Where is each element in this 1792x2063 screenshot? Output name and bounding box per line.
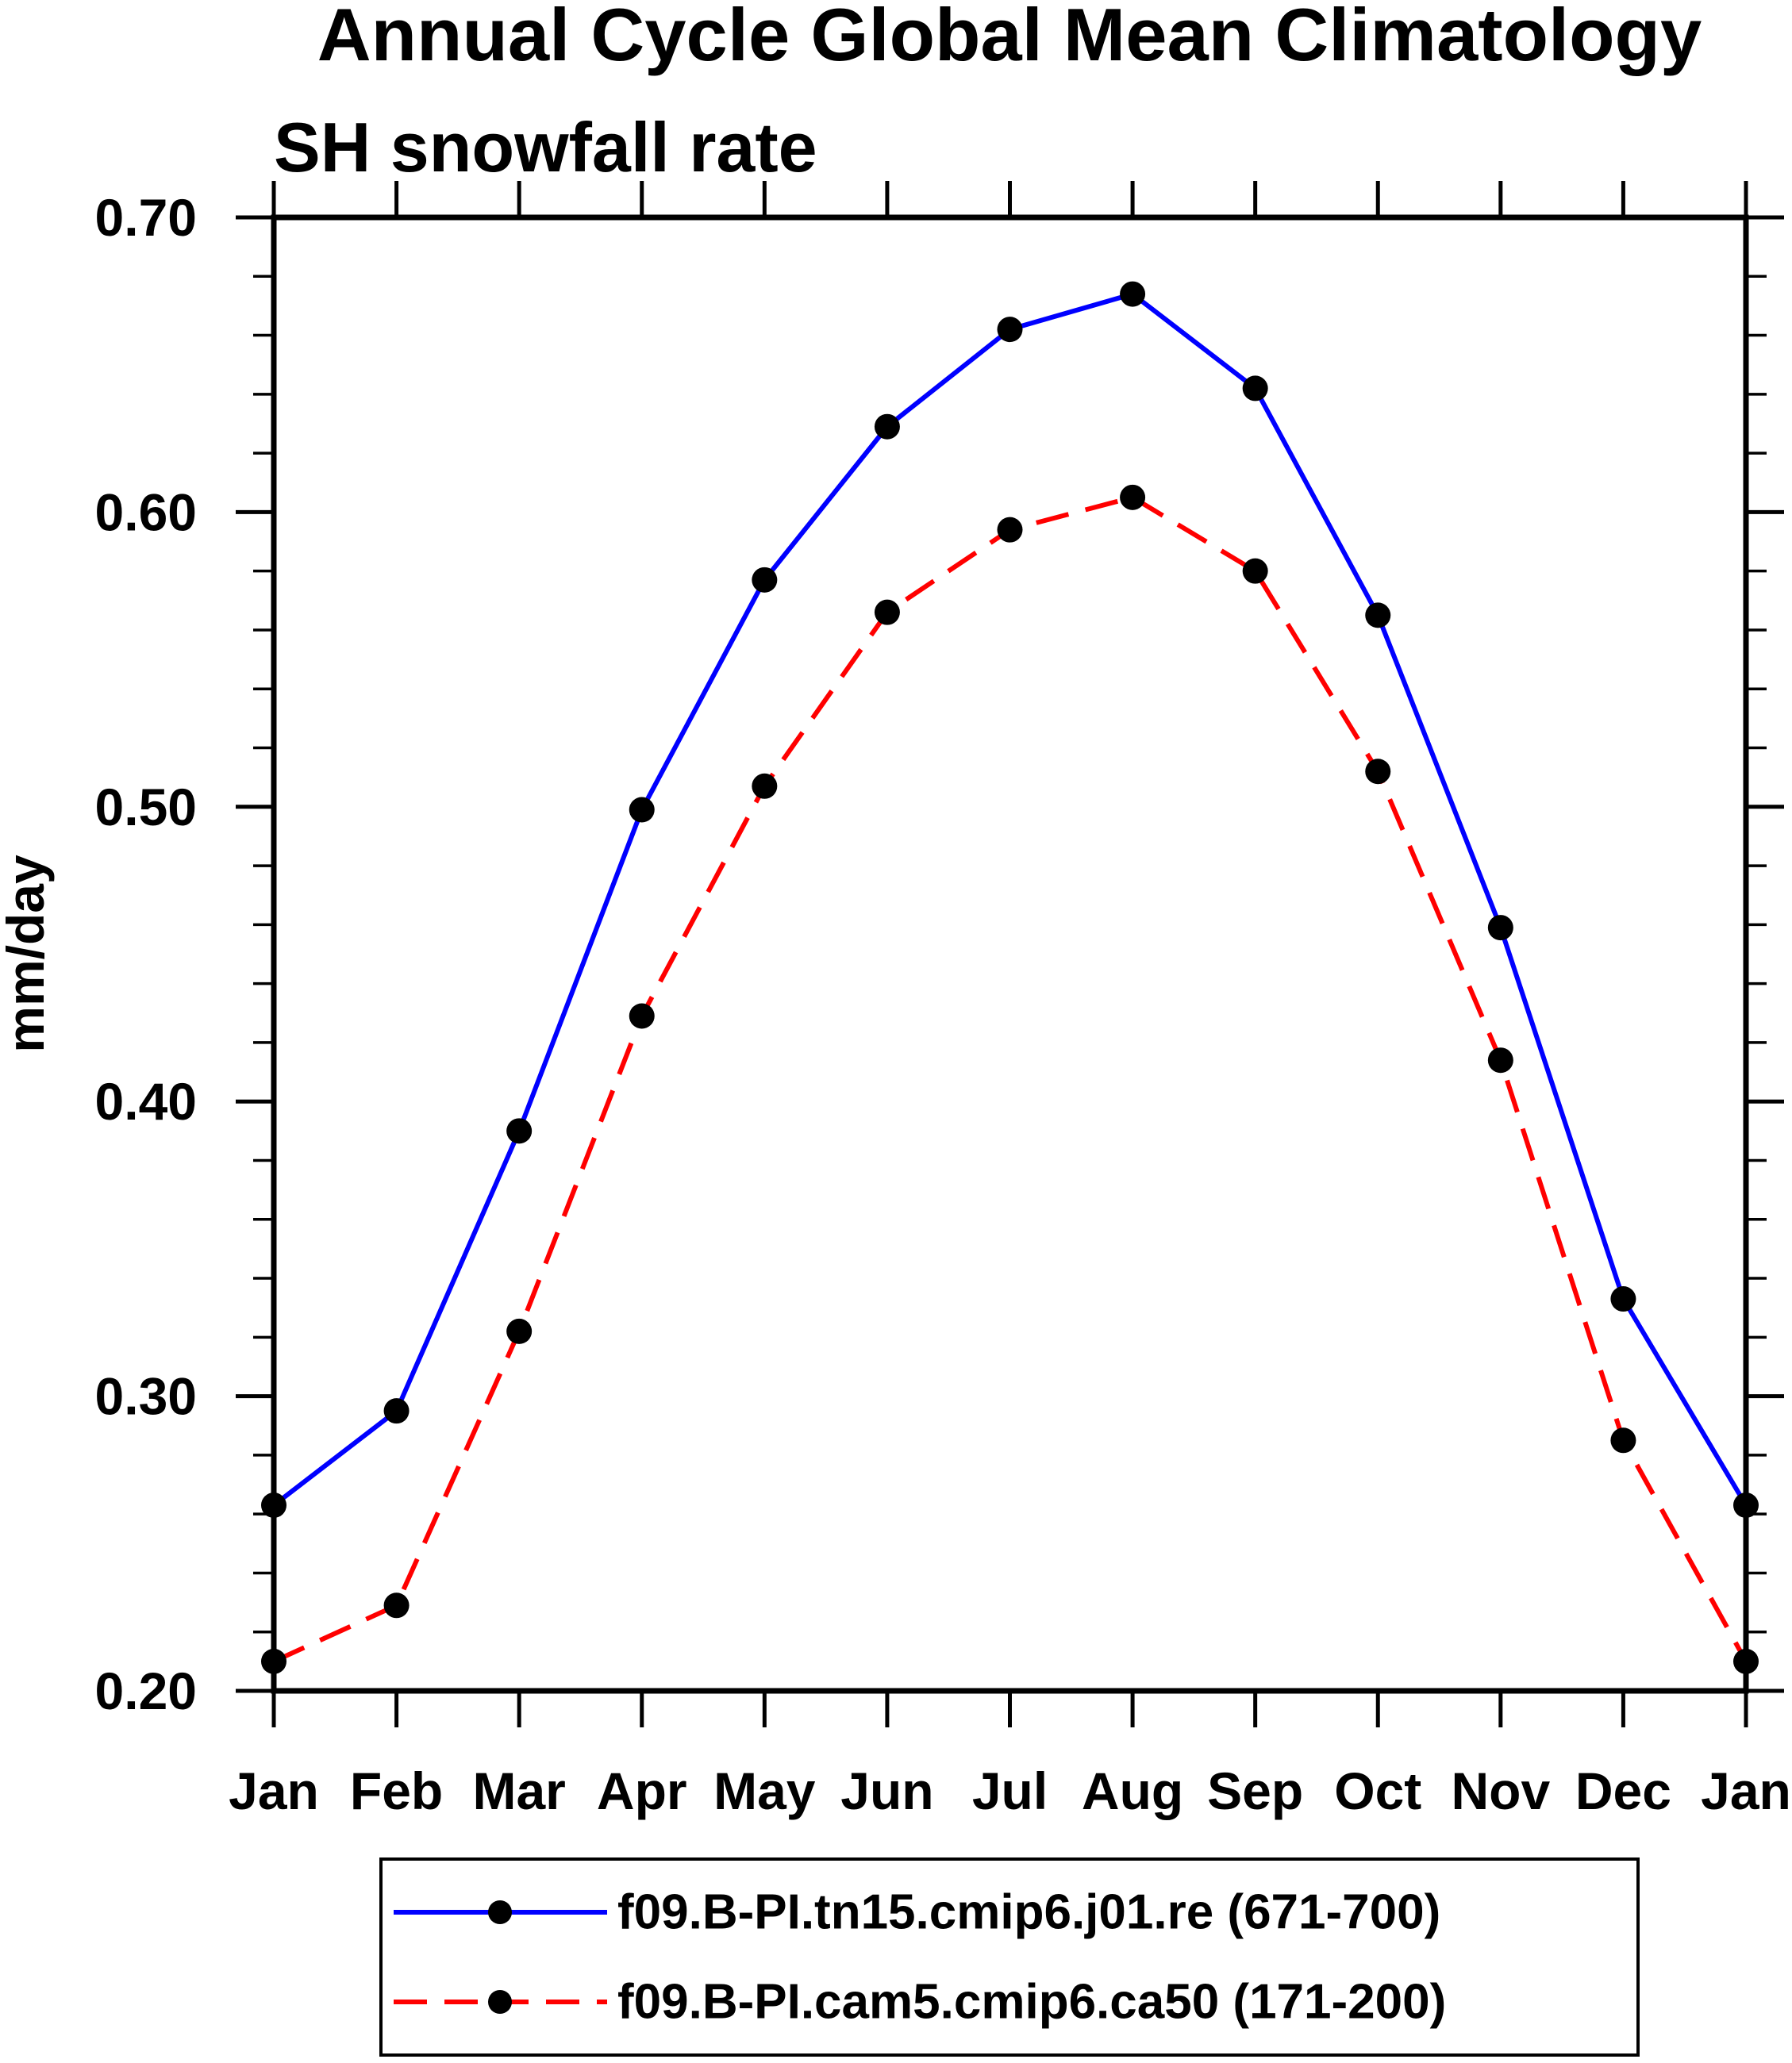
data-point-marker (1242, 375, 1268, 401)
data-point-marker (1120, 484, 1146, 510)
y-tick-label: 0.50 (95, 778, 197, 836)
series-lines (272, 291, 1748, 1664)
x-tick-label: May (713, 1761, 816, 1820)
data-point-marker (506, 1318, 533, 1344)
legend-sample-marker (488, 1900, 512, 1924)
data-point-marker (997, 317, 1023, 343)
y-tick-label: 0.40 (95, 1072, 197, 1131)
chart-title: Annual Cycle Global Mean Climatology (317, 0, 1702, 76)
data-point-marker (629, 797, 655, 823)
x-tick-label: Feb (350, 1761, 443, 1820)
data-point-marker (629, 1003, 655, 1029)
x-axis-ticks-top (271, 181, 1748, 217)
y-axis-label: mm/day (0, 855, 55, 1053)
data-point-marker (383, 1398, 410, 1424)
data-point-marker (1733, 1648, 1759, 1674)
data-point-marker (1487, 1047, 1513, 1074)
data-point-marker (261, 1648, 286, 1674)
legend-label: f09.B-PI.tn15.cmip6.j01.re (671-700) (617, 1885, 1440, 1940)
x-tick-label: Oct (1334, 1761, 1421, 1820)
x-tick-label: Jan (1701, 1761, 1791, 1820)
data-point-marker (506, 1118, 533, 1144)
data-point-marker (1242, 558, 1268, 584)
x-axis-ticks-bottom (271, 1691, 1748, 1727)
data-point-marker (1610, 1286, 1636, 1312)
y-axis-tick-labels: 0.20 0.30 0.40 0.50 0.60 0.70 (95, 188, 197, 1720)
data-point-marker (261, 1493, 286, 1519)
plot-border (271, 214, 1749, 1694)
x-tick-label: Jan (229, 1761, 319, 1820)
legend-box (379, 1857, 1640, 2057)
data-point-marker (997, 517, 1023, 543)
legend-entries: f09.B-PI.tn15.cmip6.j01.re (671-700) f09.… (394, 1885, 1446, 2030)
data-point-marker (1487, 915, 1513, 941)
data-point-marker (1365, 602, 1391, 628)
data-point-marker (1610, 1427, 1636, 1454)
chart-subtitle: SH snowfall rate (274, 108, 817, 186)
series-line (272, 494, 1748, 1664)
x-tick-label: Nov (1451, 1761, 1550, 1820)
legend: f09.B-PI.tn15.cmip6.j01.re (671-700) f09.… (379, 1857, 1640, 2057)
data-point-marker (874, 413, 900, 440)
data-point-marker (1733, 1493, 1759, 1519)
x-axis-tick-labels: Jan Feb Mar Apr May Jun Jul Aug Sep Oct Nov Dec Jan (229, 1761, 1791, 1820)
legend-label: f09.B-PI.cam5.cmip6.ca50 (171-200) (617, 1975, 1446, 2030)
series-line (272, 291, 1748, 1508)
y-tick-label: 0.30 (95, 1367, 197, 1426)
data-point-marker (752, 773, 778, 799)
x-tick-label: Mar (472, 1761, 565, 1820)
x-tick-label: Dec (1575, 1761, 1671, 1820)
data-point-marker (1365, 759, 1391, 785)
x-tick-label: Sep (1207, 1761, 1303, 1820)
x-tick-label: Apr (597, 1761, 687, 1820)
y-tick-label: 0.60 (95, 482, 197, 541)
y-tick-label: 0.70 (95, 188, 197, 247)
x-tick-label: Jun (840, 1761, 933, 1820)
data-point-marker (383, 1592, 410, 1619)
data-point-marker (874, 599, 900, 625)
series-markers (261, 281, 1759, 1674)
data-point-marker (1120, 281, 1146, 307)
y-axis-ticks-left (236, 215, 274, 1693)
y-tick-label: 0.20 (95, 1662, 197, 1720)
x-tick-label: Aug (1082, 1761, 1183, 1820)
legend-sample-marker (488, 1990, 512, 2014)
x-tick-label: Jul (972, 1761, 1048, 1820)
y-axis-ticks-right (1746, 215, 1784, 1693)
data-point-marker (752, 567, 778, 593)
